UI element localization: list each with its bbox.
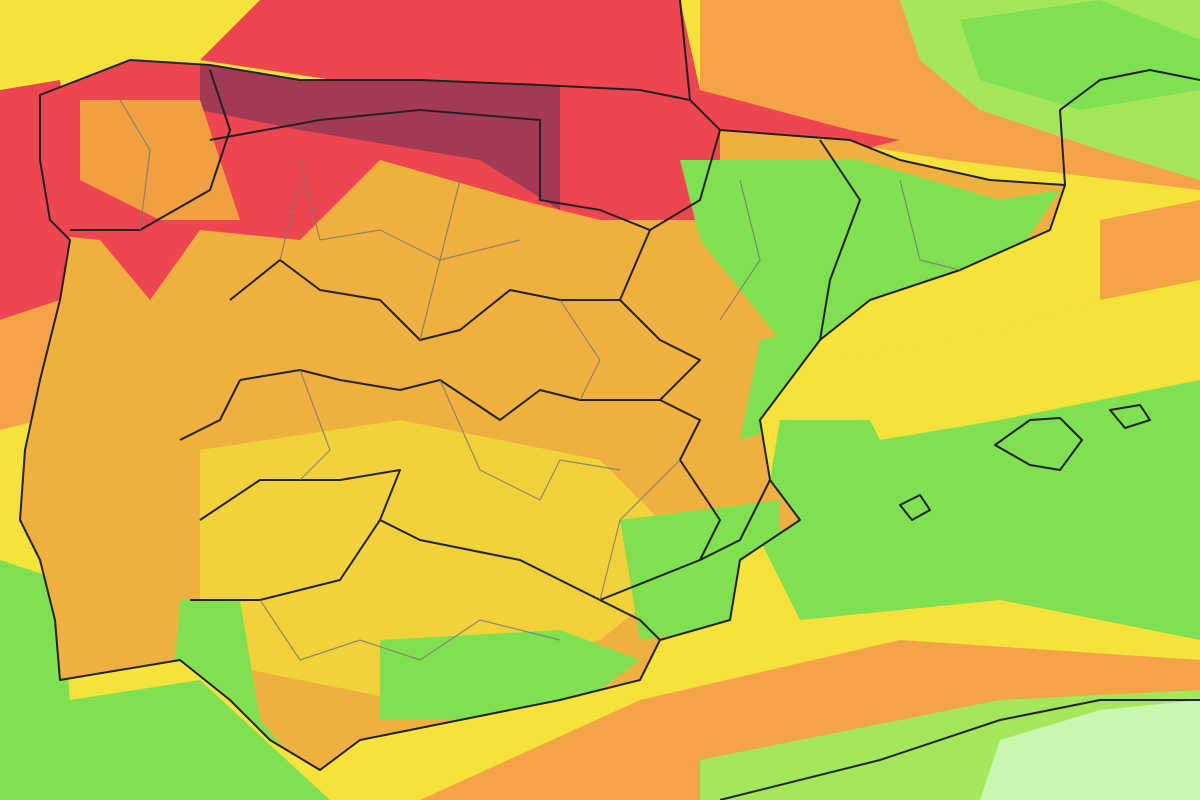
islands — [899, 404, 1151, 521]
province-borders — [119, 99, 961, 661]
region-borders — [19, 0, 1200, 800]
